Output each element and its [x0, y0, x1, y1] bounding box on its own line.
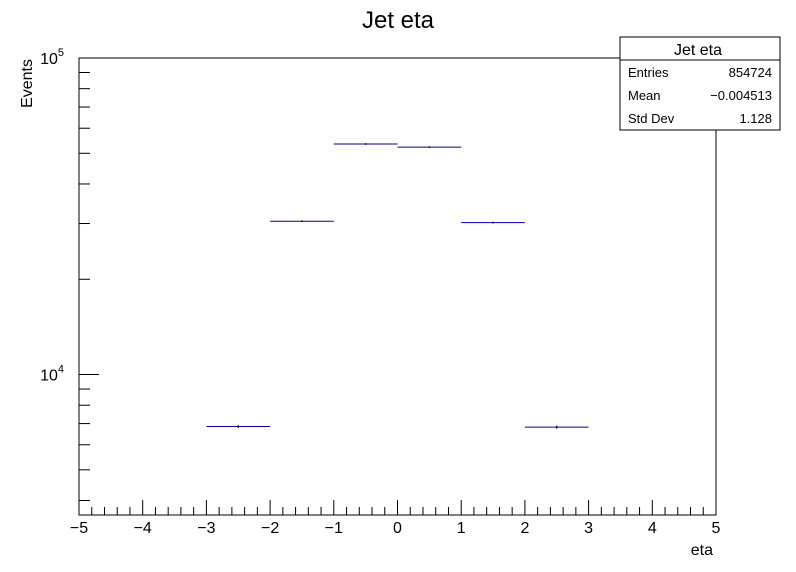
x-tick-label: −3 — [197, 520, 215, 537]
stats-box: Jet eta Entries 854724 Mean −0.004513 St… — [619, 36, 781, 131]
x-tick-label: 4 — [648, 520, 657, 537]
x-tick-label: −4 — [134, 520, 152, 537]
x-tick-label: −1 — [325, 520, 343, 537]
stats-box-frame — [619, 36, 781, 131]
x-tick-label: 1 — [457, 520, 466, 537]
stats-mean-label: Mean — [628, 88, 661, 103]
y-axis-label: Events — [19, 59, 36, 108]
stats-stddev-label: Std Dev — [628, 111, 675, 126]
bin-center-marker — [237, 425, 240, 428]
bin-center-marker — [555, 426, 558, 429]
x-tick-label: 3 — [584, 520, 593, 537]
stats-entries-value: 854724 — [729, 65, 772, 80]
x-tick-label: 2 — [520, 520, 529, 537]
x-axis: −5 −4 −3 −2 −1 0 1 2 3 4 5 — [70, 500, 721, 537]
y-tick-exponent: 5 — [58, 47, 64, 59]
stats-box-title: Jet eta — [674, 42, 722, 59]
stats-stddev-value: 1.128 — [739, 111, 772, 126]
x-axis-label: eta — [691, 542, 713, 559]
stats-entries-label: Entries — [628, 65, 669, 80]
stats-mean-value: −0.004513 — [710, 88, 772, 103]
x-tick-label: −5 — [70, 520, 88, 537]
x-tick-label: −2 — [261, 520, 279, 537]
histogram-bins — [206, 143, 589, 429]
bin-center-marker — [492, 221, 494, 224]
bin-center-marker — [428, 146, 431, 149]
bin-center-marker — [301, 220, 303, 223]
x-tick-label: 5 — [712, 520, 721, 537]
y-tick-exponent: 4 — [58, 364, 64, 376]
bin-center-marker — [364, 143, 367, 145]
chart-title: Jet eta — [362, 7, 435, 34]
x-tick-label: 0 — [393, 520, 402, 537]
